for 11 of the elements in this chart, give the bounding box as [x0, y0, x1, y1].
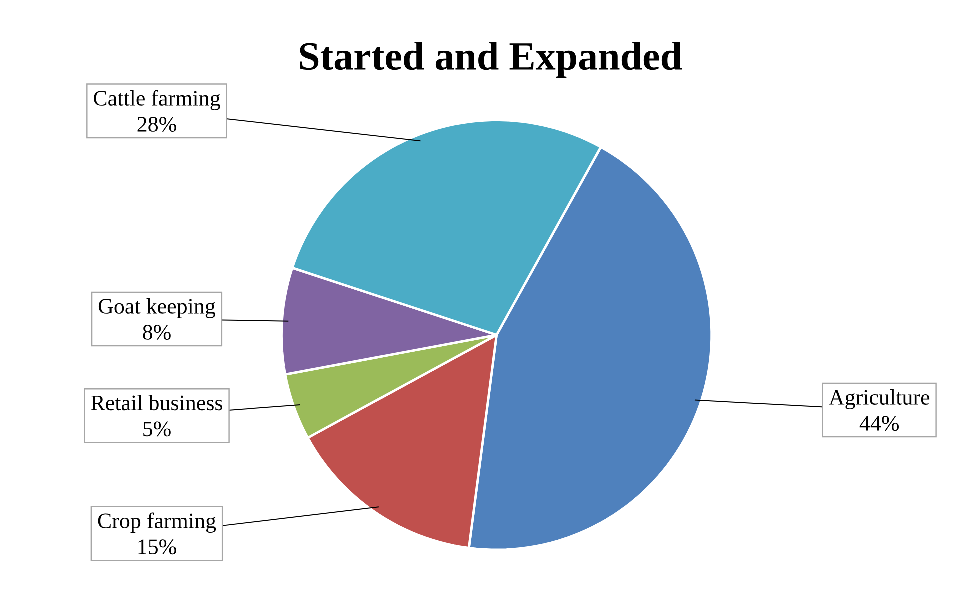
chart-title: Started and Expanded — [300, 42, 682, 78]
data-label: 44% — [860, 416, 900, 432]
slice-label: Goat keeping — [98, 298, 216, 318]
data-label: 5% — [144, 422, 171, 437]
slice-label: Retail business — [91, 395, 222, 411]
slice-label: Cattle farming — [94, 90, 220, 110]
data-label: 8% — [143, 325, 171, 340]
data-label: 28% — [138, 117, 176, 132]
slice-label: Crop farming — [98, 512, 216, 534]
slice-label: Agriculture — [829, 390, 930, 410]
data-label: 15% — [138, 540, 176, 555]
